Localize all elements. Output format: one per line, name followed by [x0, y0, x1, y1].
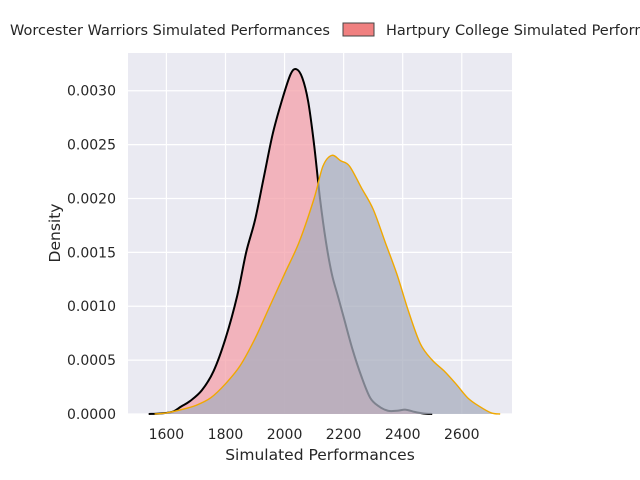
- x-tick-labels: 1600 1800 2000 2200 2400 2600: [149, 427, 480, 443]
- y-tick-label: 0.0015: [67, 245, 116, 261]
- y-tick-label: 0.0010: [67, 299, 116, 315]
- x-tick-label: 2000: [267, 427, 303, 443]
- x-tick-label: 1800: [208, 427, 244, 443]
- x-tick-label: 2200: [326, 427, 362, 443]
- x-tick-label: 2600: [444, 427, 480, 443]
- legend: Worcester Warriors Simulated Performance…: [10, 22, 640, 39]
- x-tick-label: 1600: [149, 427, 185, 443]
- legend-swatch-hartpury: [342, 22, 375, 37]
- y-tick-label: 0.0020: [67, 191, 116, 207]
- legend-label-hartpury: Hartpury College Simulated Performances: [386, 23, 640, 39]
- y-axis-title: Density: [46, 204, 64, 263]
- y-tick-label: 0.0025: [67, 138, 116, 154]
- y-tick-labels: 0.0000 0.0005 0.0010 0.0015 0.0020 0.0025 0.00…: [67, 84, 116, 423]
- density-area-hartpury: [154, 155, 501, 414]
- y-tick-label: 0.0005: [67, 353, 116, 369]
- x-axis-title: Simulated Performances: [225, 446, 415, 464]
- y-tick-label: 0.0030: [67, 84, 116, 100]
- x-tick-label: 2400: [385, 427, 421, 443]
- series-layer: [148, 68, 501, 415]
- density-line-hartpury: [154, 154, 501, 415]
- density-area-worcester: [148, 68, 433, 414]
- y-tick-label: 0.0000: [67, 407, 116, 423]
- legend-label-worcester: Worcester Warriors Simulated Performance…: [10, 23, 330, 39]
